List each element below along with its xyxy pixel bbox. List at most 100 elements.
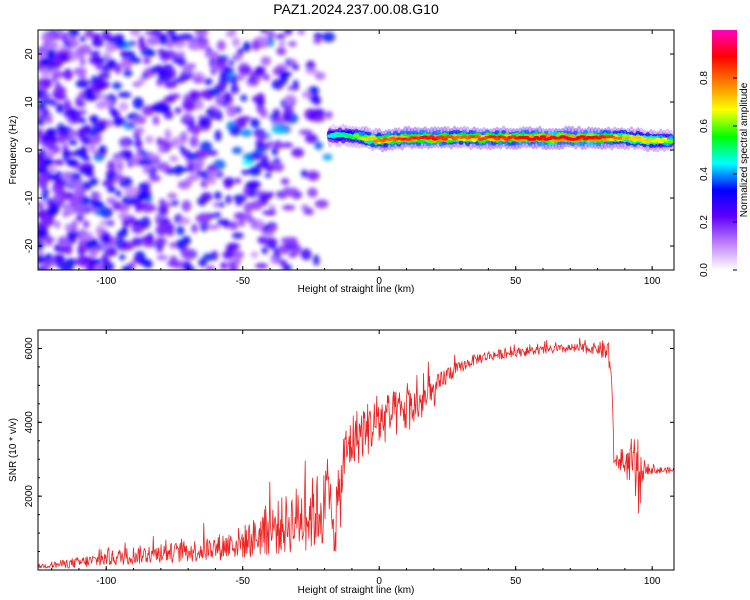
spectrogram-cell [277, 244, 290, 255]
ridge-cell [438, 135, 445, 139]
spectrogram-cell [314, 141, 323, 150]
spectrogram-cell [271, 79, 284, 90]
snr-x-tick-label: 0 [376, 576, 382, 587]
spectrogram-cell [276, 47, 287, 56]
colorbar-tick-label: 0.6 [699, 119, 710, 133]
spectrogram-cell [179, 33, 194, 41]
spectrogram-cell [121, 265, 134, 270]
spectrogram-cell [68, 139, 78, 146]
spectrogram-cell [169, 242, 178, 249]
spectrogram-cell [265, 172, 272, 179]
spectrogram-cell [127, 161, 134, 168]
spectrogram-cell [94, 134, 103, 140]
spectrogram-cell [98, 145, 107, 155]
spectrogram-cell [208, 170, 216, 181]
spectrogram-cell [155, 215, 162, 225]
snr-x-tick-label: 50 [510, 576, 522, 587]
colorbar-tick-label: 0.4 [699, 167, 710, 181]
spectrogram-cell [216, 40, 226, 51]
spectrogram-cell [229, 30, 237, 34]
spectrogram-cell [163, 95, 176, 104]
spectrogram-cell [119, 253, 126, 261]
spectrogram-x-label: Height of straight line (km) [298, 284, 415, 295]
spectrogram-cell [118, 211, 130, 220]
spectrogram-cell [75, 79, 89, 88]
spectrogram-cell [241, 169, 250, 176]
spectrogram-cell [134, 138, 143, 149]
spectrogram-cell [243, 202, 253, 214]
spectrogram-cell [220, 261, 228, 270]
spectrogram-cell [116, 161, 124, 172]
spectrogram-cell [53, 254, 65, 262]
snr-y-tick-label: 4000 [24, 411, 35, 434]
spectrogram-cell [281, 111, 292, 123]
spectrogram-cell [271, 162, 285, 171]
spectrogram-cell [66, 158, 79, 167]
spectrogram-cell [243, 188, 250, 197]
spectrogram-cell [298, 129, 313, 136]
spectrogram-cell [167, 192, 178, 200]
spectrogram-cell [38, 127, 44, 137]
spectrogram-cell [38, 137, 43, 145]
ridge-cell [660, 137, 668, 141]
ridge-cell [369, 136, 376, 140]
spectrogram-cell [100, 231, 111, 244]
spectrogram-cell [88, 177, 99, 186]
snr-y-label: SNR (10 * v/v) [8, 418, 19, 482]
spectrogram-cell [310, 109, 323, 115]
spectrogram-cell [197, 37, 209, 46]
spectrogram-cell [40, 93, 52, 99]
spectrogram-cell [307, 187, 318, 198]
spectrogram-cell [158, 144, 165, 154]
spectrogram-y-tick-label: -20 [24, 238, 35, 253]
spectrogram-cell [304, 133, 318, 144]
spectrogram-cell [120, 57, 133, 70]
spectrogram-cell [138, 42, 148, 51]
colorbar-tick-label: 0.0 [699, 263, 710, 277]
spectrogram-cell [48, 206, 58, 217]
spectrogram-cell [38, 49, 47, 58]
snr-chart: -100 -50 0 50 100 2000 4000 6000 Height of str… [8, 329, 675, 596]
spectrogram-cell [218, 201, 225, 208]
spectrogram-cell [300, 248, 312, 261]
spectrogram-cell [177, 51, 186, 58]
spectrogram-cell [176, 56, 186, 67]
spectrogram-cell [83, 220, 90, 229]
spectrogram-cell [284, 236, 298, 245]
spectrogram-cell [46, 150, 55, 159]
spectrogram-cell [187, 125, 202, 134]
spectrogram-cell [190, 90, 201, 101]
spectrogram-cell [199, 141, 213, 152]
spectrogram-cell [187, 161, 196, 173]
spectrogram-cell [110, 108, 117, 117]
spectrogram-cell [193, 158, 205, 167]
spectrogram-cell [102, 180, 114, 187]
spectrogram-cell [272, 158, 281, 164]
spectrogram-cell [198, 116, 212, 128]
spectrogram-cell [99, 220, 109, 226]
spectrogram-cell [107, 160, 116, 172]
spectrogram-cell [165, 67, 177, 80]
spectrogram-cell [119, 149, 133, 160]
spectrogram-cell [283, 30, 293, 36]
spectrogram-y-tick-label: 20 [24, 48, 35, 60]
spectrogram-cell [131, 237, 143, 247]
spectrogram-cell [65, 243, 73, 256]
spectrogram-cell [51, 67, 61, 75]
spectrogram-cell [291, 147, 305, 158]
spectrogram-cell [115, 190, 122, 197]
spectrogram-cell [152, 115, 160, 126]
spectrogram-cell [229, 126, 242, 136]
spectrogram-cell [231, 232, 244, 240]
snr-series-line [38, 337, 674, 569]
spectrogram-cell [54, 220, 61, 229]
spectrogram-y-label: Frequency (Hz) [8, 116, 19, 185]
spectrogram-cell [245, 213, 253, 223]
spectrogram-cell [240, 94, 248, 102]
spectrogram-cell [41, 236, 56, 243]
spectrogram-x-ticks: -100 -50 0 50 100 [51, 30, 661, 287]
spectrogram-cell [170, 137, 181, 148]
spectrogram-cell [136, 191, 150, 200]
spectrogram-cell [93, 201, 105, 210]
